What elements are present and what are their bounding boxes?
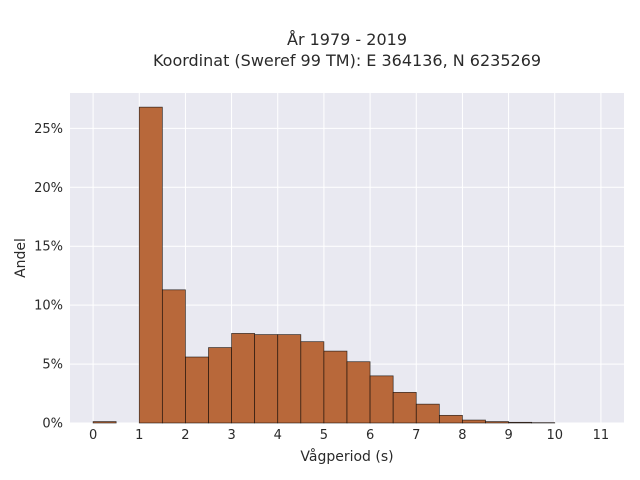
histogram-bar — [346, 361, 371, 424]
histogram-bar — [138, 106, 163, 424]
bars — [92, 106, 556, 424]
y-tick-label: 0% — [42, 417, 63, 432]
y-tick-label: 10% — [34, 299, 63, 314]
x-tick-label: 0 — [89, 428, 97, 443]
x-tick-label: 7 — [412, 428, 420, 443]
histogram-bar — [415, 403, 440, 424]
x-tick-label: 8 — [458, 428, 466, 443]
y-tick-label: 20% — [34, 181, 63, 196]
x-axis-label: Vågperiod (s) — [300, 448, 393, 465]
histogram-bar — [254, 334, 279, 424]
histogram-bar — [231, 333, 256, 424]
x-tick-label: 6 — [366, 428, 374, 443]
histogram-bar — [208, 347, 232, 424]
histogram-bar — [277, 334, 302, 424]
x-tick-label: 3 — [227, 428, 235, 443]
histogram-bar — [392, 392, 417, 424]
histogram-bar — [185, 356, 209, 424]
x-tick-label: 9 — [504, 428, 512, 443]
histogram-bar — [300, 341, 325, 424]
histogram-bar — [92, 421, 117, 424]
y-axis-ticks: 0% 5% 10% 15% 20% 25% — [34, 122, 63, 432]
x-tick-label: 5 — [320, 428, 328, 443]
x-tick-label: 11 — [593, 428, 610, 443]
y-tick-label: 25% — [34, 122, 63, 137]
x-tick-label: 2 — [181, 428, 189, 443]
x-tick-label: 1 — [135, 428, 143, 443]
chart-title-line1: År 1979 - 2019 — [287, 30, 407, 49]
y-tick-label: 5% — [42, 358, 63, 373]
histogram-bar — [508, 421, 533, 424]
chart-title-line2: Koordinat (Sweref 99 TM): E 364136, N 62… — [153, 51, 541, 70]
x-tick-label: 10 — [546, 428, 563, 443]
histogram-bar — [369, 375, 394, 424]
histogram-bar — [485, 421, 509, 424]
histogram-bar — [462, 419, 486, 424]
y-axis-label: Andel — [13, 238, 29, 278]
histogram-bar — [161, 289, 186, 424]
histogram-bar — [438, 414, 463, 424]
x-tick-label: 4 — [274, 428, 282, 443]
y-tick-label: 15% — [34, 240, 63, 255]
x-axis-ticks: 0 1 2 3 4 5 6 7 8 9 10 11 — [89, 428, 609, 443]
histogram-bar — [323, 350, 348, 424]
